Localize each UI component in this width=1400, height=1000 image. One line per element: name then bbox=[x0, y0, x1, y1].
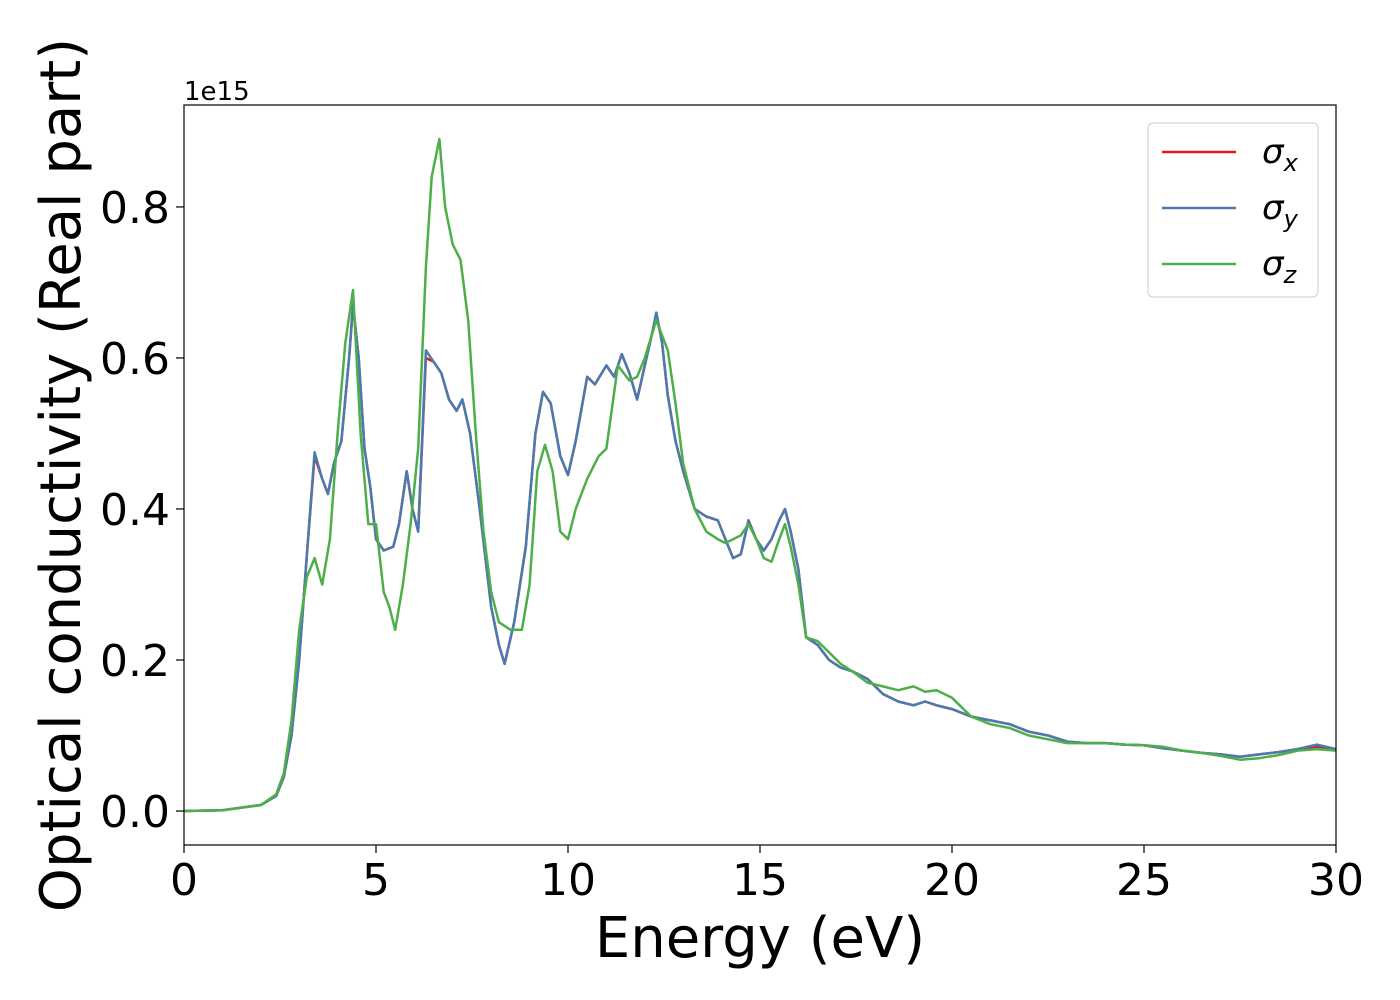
legend-box bbox=[1147, 122, 1319, 298]
x-axis-label: Energy (eV) bbox=[595, 906, 925, 971]
y-tick-label: 0.4 bbox=[100, 485, 170, 536]
series-line-z bbox=[183, 137, 1337, 813]
legend-label-y: σy bbox=[1262, 188, 1299, 233]
y-tick-label: 0.6 bbox=[100, 334, 170, 385]
legend-label-x: σx bbox=[1262, 132, 1299, 177]
legend-label-z: σz bbox=[1262, 244, 1298, 289]
x-tick-label: 5 bbox=[362, 855, 390, 906]
y-axis-ticks: 0.0 0.2 0.4 0.6 0.8 bbox=[100, 183, 184, 838]
x-tick-label: 25 bbox=[1116, 855, 1172, 906]
y-offset-text: 1e15 bbox=[184, 77, 250, 107]
y-tick-label: 0.2 bbox=[100, 636, 170, 687]
x-tick-label: 15 bbox=[732, 855, 788, 906]
y-tick-label: 0.8 bbox=[100, 183, 170, 234]
y-axis-label: Optical conductivity (Real part) bbox=[29, 38, 94, 912]
series-layer bbox=[183, 137, 1337, 813]
legend: σx σy σz bbox=[1147, 122, 1319, 298]
x-tick-label: 30 bbox=[1308, 855, 1364, 906]
x-tick-label: 0 bbox=[170, 855, 198, 906]
y-tick-label: 0.0 bbox=[100, 787, 170, 838]
x-axis-ticks: 0 5 10 15 20 25 30 bbox=[170, 845, 1364, 906]
x-tick-label: 10 bbox=[540, 855, 596, 906]
x-tick-label: 20 bbox=[924, 855, 980, 906]
